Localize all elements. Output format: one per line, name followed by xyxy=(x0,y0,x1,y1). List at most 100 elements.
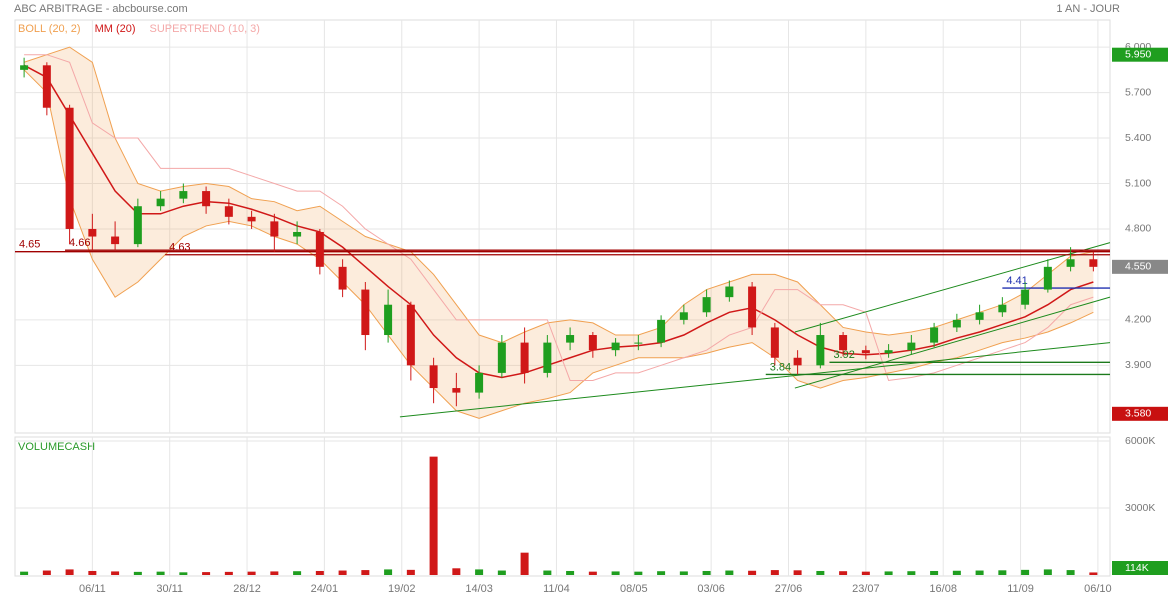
candle-body xyxy=(1021,289,1030,305)
candle-body xyxy=(702,297,711,313)
x-tick-label: 06/11 xyxy=(79,583,106,595)
volume-bar xyxy=(816,570,825,575)
candle-body xyxy=(156,198,165,207)
y-tick-label: 3000K xyxy=(1125,502,1155,514)
volume-bar xyxy=(907,571,916,575)
x-tick-label: 08/05 xyxy=(620,583,648,595)
volume-bar xyxy=(202,572,211,575)
volume-bar xyxy=(270,571,279,575)
candle-body xyxy=(247,216,256,222)
level-label: 3.92 xyxy=(833,349,854,361)
x-tick-label: 30/11 xyxy=(156,583,183,595)
trendline xyxy=(399,342,1111,418)
candle-body xyxy=(884,350,893,354)
level-label: 4.63 xyxy=(169,242,190,254)
x-tick-label: 11/09 xyxy=(1007,583,1034,595)
candle-body xyxy=(20,65,29,70)
candle-body xyxy=(543,342,552,373)
volume-bar xyxy=(88,570,97,575)
price-badge xyxy=(1112,259,1168,274)
volume-bar xyxy=(497,570,506,575)
candle-body xyxy=(998,304,1007,313)
volume-bar xyxy=(20,571,29,575)
candle-body xyxy=(588,335,597,351)
x-tick-label: 06/10 xyxy=(1084,583,1112,595)
trendline xyxy=(794,242,1111,333)
price-badge-label: 4.550 xyxy=(1125,261,1151,273)
indicator-line xyxy=(24,54,1094,382)
candle-body xyxy=(861,350,870,354)
volume-bar xyxy=(634,571,643,575)
candle-body xyxy=(361,289,370,336)
candle-body xyxy=(725,286,734,298)
candle-body xyxy=(611,342,620,351)
band-fill xyxy=(24,47,1094,419)
volume-bar xyxy=(1043,569,1052,575)
x-tick-label: 24/01 xyxy=(311,583,339,595)
volume-title: VOLUMECASH xyxy=(18,441,95,453)
chart-title: ABC ARBITRAGE - abcbourse.com xyxy=(14,3,188,15)
volume-bar xyxy=(975,570,984,575)
candle-body xyxy=(293,231,302,237)
level-label: 4.41 xyxy=(1006,275,1027,287)
candle-body xyxy=(1066,259,1075,267)
candle-body xyxy=(1089,259,1098,267)
volume-bar xyxy=(566,570,575,575)
volume-bar xyxy=(998,570,1007,575)
candle-body xyxy=(975,312,984,320)
volume-bar xyxy=(1021,569,1030,575)
x-tick-label: 28/12 xyxy=(233,583,261,595)
x-tick-label: 16/08 xyxy=(929,583,957,595)
y-tick-label: 4.800 xyxy=(1125,223,1151,235)
price-badge-label: 5.950 xyxy=(1125,48,1151,60)
price-badge-label: 114K xyxy=(1125,562,1149,574)
volume-bar xyxy=(520,552,529,575)
x-tick-label: 23/07 xyxy=(852,583,880,595)
legend-entry: MM (20) xyxy=(95,23,136,35)
volume-bar xyxy=(475,569,484,575)
volume-bar xyxy=(657,571,666,575)
volume-bar xyxy=(588,571,597,575)
candle-body xyxy=(42,65,51,108)
x-tick-label: 19/02 xyxy=(388,583,416,595)
candle-body xyxy=(793,357,802,366)
trendline xyxy=(794,296,1111,389)
candle-body xyxy=(770,327,779,358)
candle-body xyxy=(133,206,142,245)
candle-body xyxy=(634,342,643,344)
volume-bar xyxy=(1089,572,1098,575)
candle-body xyxy=(429,365,438,389)
volume-bar xyxy=(315,570,324,575)
volume-bar xyxy=(452,568,461,575)
candle-body xyxy=(315,231,324,267)
legend-entry: SUPERTREND (10, 3) xyxy=(150,23,260,35)
price-badge xyxy=(1112,47,1168,62)
legend-entry: BOLL (20, 2) xyxy=(18,23,81,35)
x-tick-label: 14/03 xyxy=(465,583,493,595)
candle-body xyxy=(224,206,233,217)
y-tick-label: 3.900 xyxy=(1125,359,1151,371)
candle-body xyxy=(930,327,939,343)
x-tick-label: 03/06 xyxy=(697,583,725,595)
price-badge xyxy=(1112,406,1168,421)
volume-bar xyxy=(247,571,256,575)
candle-body xyxy=(338,266,347,290)
candle-body xyxy=(1043,266,1052,290)
candle-body xyxy=(520,342,529,373)
volume-bar xyxy=(725,570,734,575)
candle-body xyxy=(88,228,97,237)
candle-body xyxy=(65,107,74,229)
candle-body xyxy=(384,304,393,336)
period-label: 1 AN - JOUR xyxy=(1056,3,1120,15)
candle-body xyxy=(179,191,188,199)
volume-bar xyxy=(930,570,939,575)
volume-bar xyxy=(952,570,961,575)
x-tick-label: 27/06 xyxy=(775,583,803,595)
volume-bar xyxy=(702,570,711,575)
candle-body xyxy=(111,236,120,245)
candle-body xyxy=(475,372,484,393)
candle-body xyxy=(270,221,279,237)
volume-bar xyxy=(361,570,370,575)
candle-body xyxy=(907,342,916,351)
band-lower xyxy=(23,69,1094,419)
